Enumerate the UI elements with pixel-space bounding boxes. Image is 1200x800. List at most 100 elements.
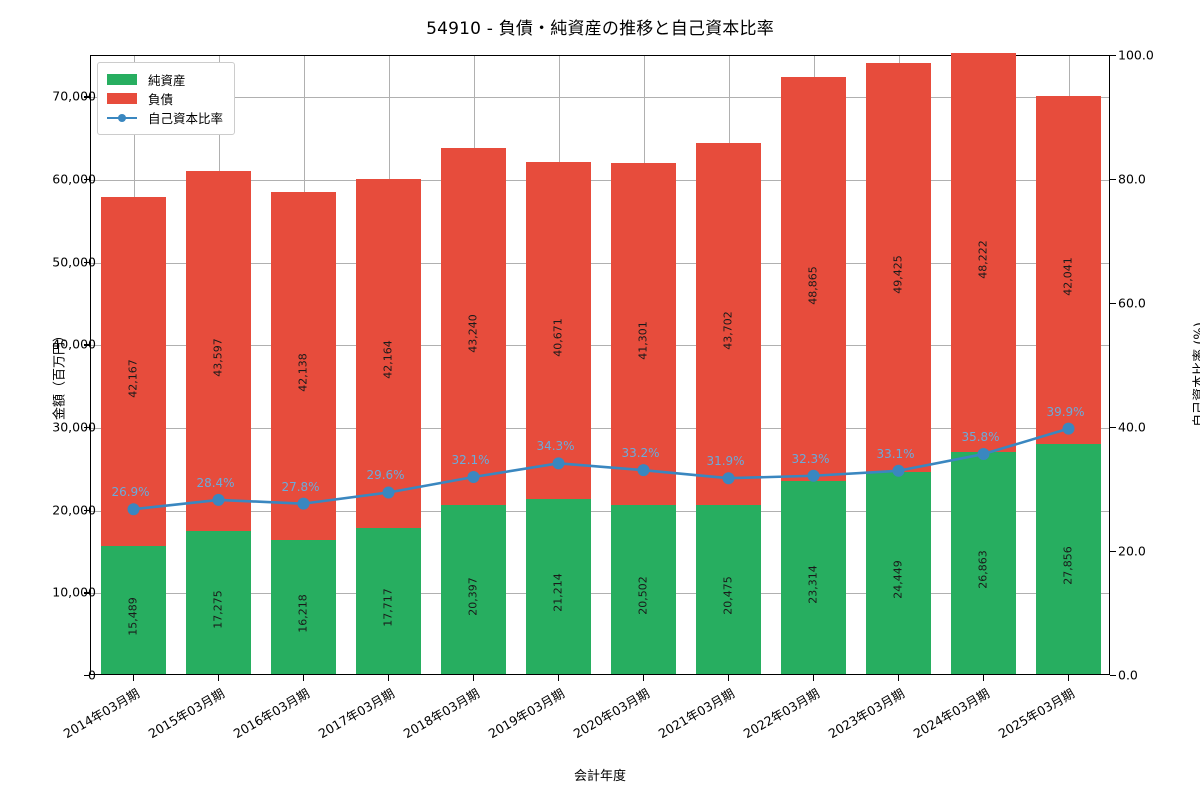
bar-group[interactable]: 27,856 42,041 bbox=[1035, 96, 1101, 674]
y-axis-right-tickmark bbox=[1110, 427, 1116, 429]
y-axis-left-tick-label: 70,000 bbox=[52, 88, 96, 104]
legend-item-liability: 負債 bbox=[107, 89, 223, 108]
gridline-horizontal bbox=[91, 97, 1109, 99]
legend-swatch-liability bbox=[107, 93, 137, 104]
bar-segment-liability[interactable]: 49,425 bbox=[865, 63, 931, 472]
legend-label-liability: 負債 bbox=[148, 92, 174, 107]
y-axis-right-tick-label: 80.0 bbox=[1118, 171, 1146, 187]
y-axis-right-tick-label: 0.0 bbox=[1118, 667, 1138, 683]
ratio-value-label: 32.3% bbox=[791, 451, 830, 466]
x-axis-tickmark bbox=[812, 675, 814, 681]
ratio-value-label: 32.1% bbox=[451, 452, 490, 467]
ratio-data-point[interactable] bbox=[297, 497, 310, 510]
ratio-data-point[interactable] bbox=[127, 503, 140, 516]
plot-area: 15,489 42,167 17,275 43,597 16,218 42,138 17,7… bbox=[90, 53, 1110, 675]
bar-segment-equity[interactable]: 21,214 bbox=[525, 498, 591, 674]
bar-group[interactable]: 17,717 42,164 bbox=[355, 179, 421, 674]
bar-group[interactable]: 16,218 42,138 bbox=[270, 191, 336, 674]
bar-segment-equity[interactable]: 24,449 bbox=[865, 471, 931, 674]
bar-group[interactable]: 15,489 42,167 bbox=[100, 197, 166, 674]
bar-group[interactable]: 23,314 48,865 bbox=[780, 77, 846, 674]
bar-segment-liability[interactable]: 42,041 bbox=[1035, 96, 1101, 444]
ratio-value-label: 39.9% bbox=[1046, 404, 1085, 419]
y-axis-right-tickmark bbox=[1110, 675, 1116, 677]
x-axis-tickmark bbox=[897, 675, 899, 681]
ratio-line-series bbox=[127, 422, 1075, 516]
bar-group[interactable]: 20,475 43,702 bbox=[695, 143, 761, 674]
bar-segment-liability[interactable]: 43,240 bbox=[440, 147, 506, 506]
y-axis-left-tickmark bbox=[84, 592, 90, 594]
x-axis-tickmark bbox=[472, 675, 474, 681]
ratio-data-point[interactable] bbox=[807, 469, 820, 482]
bar-segment-liability[interactable]: 40,671 bbox=[525, 162, 591, 499]
ratio-line-path bbox=[132, 427, 1070, 511]
y-axis-left-label: 金額（百万円） bbox=[52, 329, 68, 421]
y-axis-right-tickmark bbox=[1110, 551, 1116, 553]
ratio-data-point[interactable] bbox=[977, 448, 990, 461]
y-axis-left-tickmark bbox=[84, 96, 90, 98]
y-axis-left-tick-label: 40,000 bbox=[52, 336, 96, 352]
x-axis-tickmark bbox=[217, 675, 219, 681]
y-axis-left-tickmark bbox=[84, 261, 90, 263]
bar-group[interactable]: 24,449 49,425 bbox=[865, 63, 931, 674]
bar-segment-equity[interactable]: 20,475 bbox=[695, 504, 761, 674]
y-axis-left-tick-label: 50,000 bbox=[52, 254, 96, 270]
bar-segment-equity[interactable]: 20,502 bbox=[610, 504, 676, 674]
ratio-data-point[interactable] bbox=[1062, 422, 1075, 435]
legend-label-equity: 純資産 bbox=[148, 73, 186, 88]
y-axis-left-tick-label: 20,000 bbox=[52, 502, 96, 518]
bar-segment-equity[interactable]: 17,717 bbox=[355, 527, 421, 674]
bar-segment-equity[interactable]: 27,856 bbox=[1035, 443, 1101, 674]
bar-group[interactable]: 21,214 40,671 bbox=[525, 162, 591, 674]
bar-segment-liability[interactable]: 43,597 bbox=[185, 170, 251, 532]
x-axis-tickmark bbox=[727, 675, 729, 681]
ratio-value-label: 29.6% bbox=[366, 468, 405, 483]
bar-group[interactable]: 20,397 43,240 bbox=[440, 147, 506, 674]
bar-segment-equity[interactable]: 23,314 bbox=[780, 481, 846, 674]
bar-segment-equity[interactable]: 17,275 bbox=[185, 531, 251, 674]
legend-marker-ratio bbox=[107, 112, 137, 123]
bar-segment-equity[interactable]: 20,397 bbox=[440, 505, 506, 674]
x-axis-tickmark bbox=[132, 675, 134, 681]
y-axis-left-tick-label: 10,000 bbox=[52, 584, 96, 600]
bar-group[interactable]: 20,502 41,301 bbox=[610, 163, 676, 674]
ratio-value-label: 28.4% bbox=[196, 475, 235, 490]
y-axis-right-tick-label: 100.0 bbox=[1118, 47, 1154, 63]
ratio-data-point[interactable] bbox=[552, 457, 565, 470]
ratio-value-label: 33.1% bbox=[876, 446, 915, 461]
y-axis-left-tickmark bbox=[84, 179, 90, 181]
ratio-data-point[interactable] bbox=[382, 486, 395, 499]
bar-group[interactable]: 26,863 48,222 bbox=[950, 53, 1016, 674]
bar-segment-liability[interactable]: 48,865 bbox=[780, 77, 846, 482]
ratio-data-point[interactable] bbox=[722, 472, 735, 485]
ratio-value-label: 35.8% bbox=[961, 430, 1000, 445]
ratio-value-label: 27.8% bbox=[281, 479, 320, 494]
ratio-data-point[interactable] bbox=[212, 493, 225, 506]
bar-segment-equity[interactable]: 16,218 bbox=[270, 539, 336, 674]
ratio-value-label: 34.3% bbox=[536, 439, 575, 454]
bar-segment-equity[interactable]: 15,489 bbox=[100, 545, 166, 674]
bar-segment-liability[interactable]: 42,138 bbox=[270, 191, 336, 540]
bar-group[interactable]: 17,275 43,597 bbox=[185, 170, 251, 674]
bar-segment-liability[interactable]: 42,164 bbox=[355, 179, 421, 528]
ratio-value-label: 31.9% bbox=[706, 454, 745, 469]
legend-item-equity: 純資産 bbox=[107, 70, 223, 89]
bar-segment-liability[interactable]: 42,167 bbox=[100, 197, 166, 546]
bar-segment-liability[interactable]: 41,301 bbox=[610, 163, 676, 505]
gridline-horizontal bbox=[91, 593, 1109, 595]
legend-swatch-equity bbox=[107, 74, 137, 85]
chart-legend: 純資産 負債 自己資本比率 bbox=[97, 62, 236, 135]
bar-segment-equity[interactable]: 26,863 bbox=[950, 451, 1016, 674]
y-axis-left-tickmark bbox=[84, 344, 90, 346]
x-axis-tickmark bbox=[302, 675, 304, 681]
ratio-data-point[interactable] bbox=[892, 464, 905, 477]
bar-segment-liability[interactable]: 48,222 bbox=[950, 53, 1016, 452]
y-axis-right-label: 自己資本比率 (%) bbox=[1192, 322, 1200, 427]
ratio-value-label: 26.9% bbox=[111, 485, 150, 500]
x-axis-tickmark bbox=[1067, 675, 1069, 681]
ratio-data-point[interactable] bbox=[467, 470, 480, 483]
ratio-data-point[interactable] bbox=[637, 464, 650, 477]
y-axis-right-tick-label: 40.0 bbox=[1118, 419, 1146, 435]
bar-segment-liability[interactable]: 43,702 bbox=[695, 143, 761, 505]
x-axis-tickmark bbox=[982, 675, 984, 681]
